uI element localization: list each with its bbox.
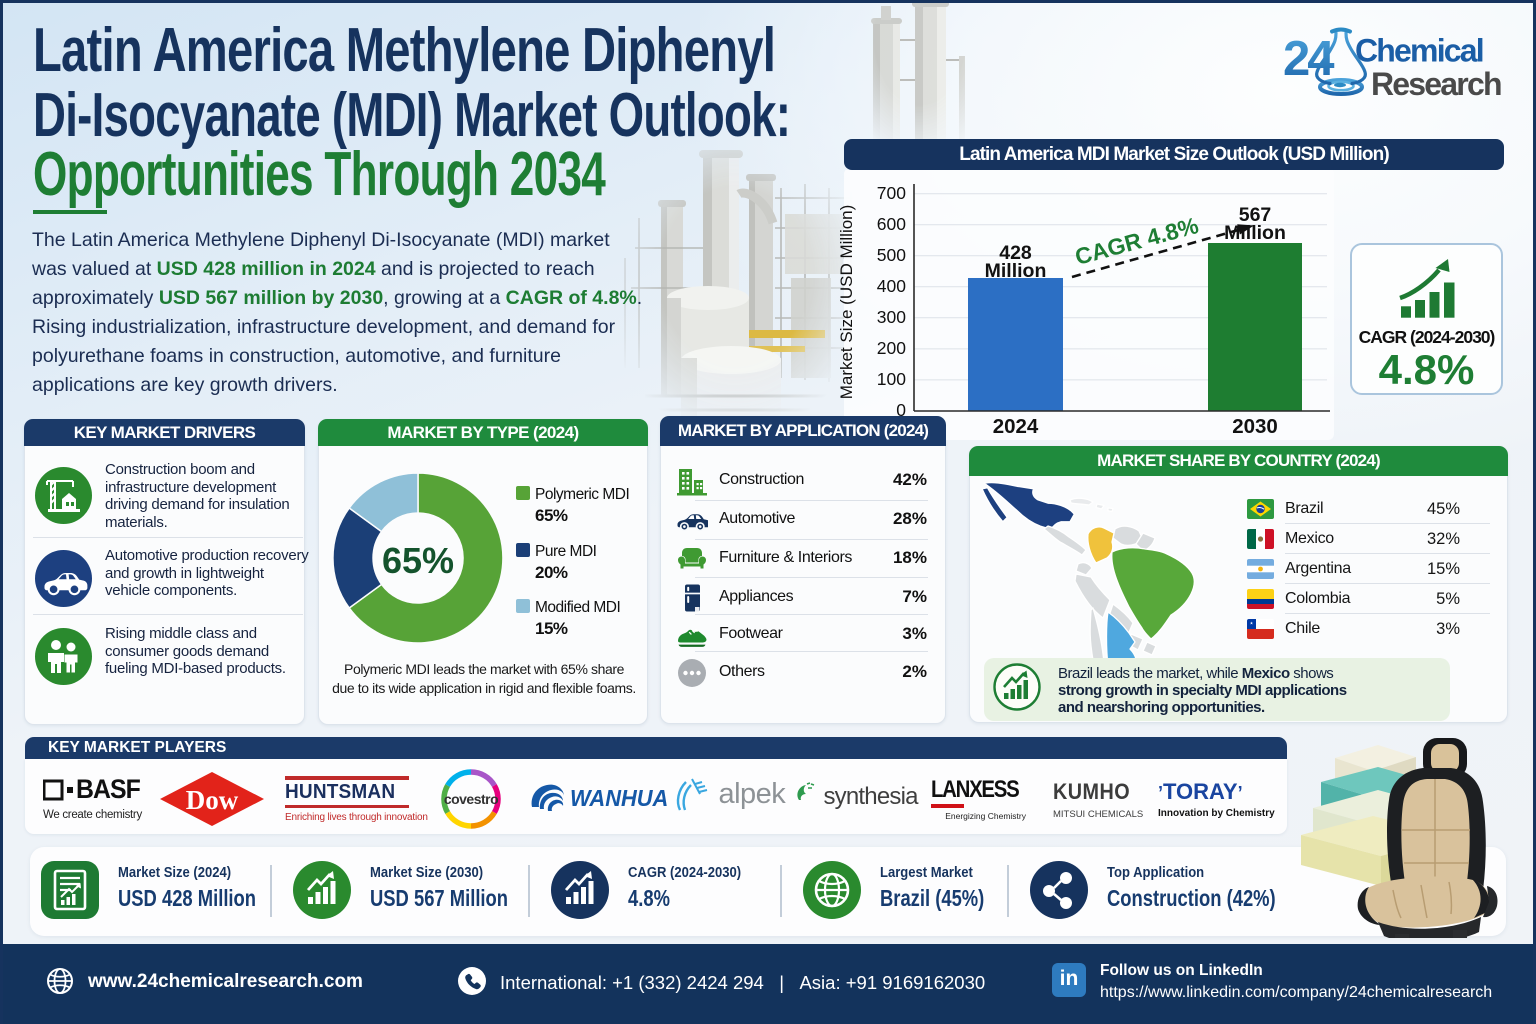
svg-text:24: 24 [1283,32,1334,86]
svg-text:2024: 2024 [993,415,1039,438]
svg-text:700: 700 [877,183,906,203]
svg-text:Million: Million [985,260,1047,282]
svg-text:500: 500 [877,245,906,265]
svg-text:300: 300 [877,307,906,327]
svg-text:600: 600 [877,214,906,234]
svg-text:0: 0 [896,400,906,420]
svg-text:567: 567 [1239,204,1272,226]
svg-text:100: 100 [877,369,906,389]
svg-text:Research: Research [1371,66,1501,102]
svg-text:428: 428 [999,242,1032,264]
svg-text:Market Size (USD Million): Market Size (USD Million) [837,205,856,400]
svg-text:200: 200 [877,338,906,358]
svg-text:covestro: covestro [444,791,498,807]
svg-text:Chemical: Chemical [1355,33,1483,69]
svg-text:Million: Million [1224,222,1286,244]
svg-text:Dow: Dow [186,785,239,815]
svg-text:2030: 2030 [1232,415,1278,438]
svg-text:400: 400 [877,276,906,296]
